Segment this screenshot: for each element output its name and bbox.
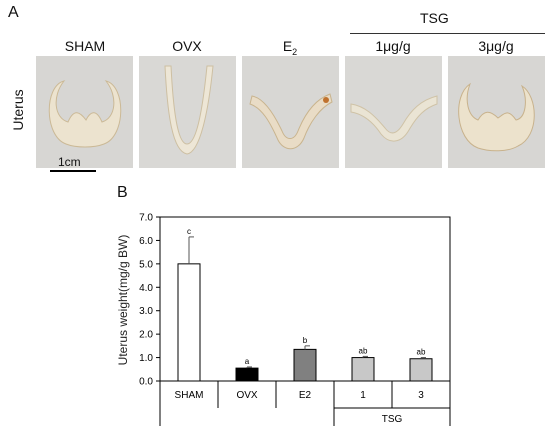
tsg-group-label: TSG [382,414,403,425]
bar-3 [409,358,433,382]
uterus-photo-sham [36,56,133,168]
category-label: SHAM [175,390,204,401]
bar-sham [177,263,201,382]
significance-letter: a [245,357,250,366]
column-label-3ug: 3μg/g [478,38,514,54]
bar-ovx [235,367,259,382]
column-label-e2-subscript: 2 [292,46,298,57]
y-tick-label: 1.0 [139,353,153,364]
y-axis-ticks: 0.0 1.0 2.0 3.0 4.0 5.0 6.0 7.0 [139,213,160,388]
column-label-1ug: 1μg/g [375,38,411,54]
y-tick-label: 6.0 [139,236,153,247]
category-table: SHAM OVX E2 1 3 TSG [159,381,451,426]
uterus-photo-ovx [139,56,236,168]
scale-bar [50,170,96,172]
y-tick-label: 0.0 [139,377,153,388]
significance-letter: c [187,227,191,236]
category-label: 3 [418,390,424,401]
y-tick-label: 3.0 [139,306,153,317]
category-label: OVX [236,390,257,401]
y-tick-label: 4.0 [139,283,153,294]
category-label: E2 [299,390,312,401]
y-axis-label: Uterus weight(mg/g BW) [116,235,130,366]
column-label-e2: E2 [240,38,340,57]
significance-letter: ab [359,346,368,355]
panel-a-letter: A [8,4,19,21]
tsg-group-header: TSG [420,10,449,26]
tsg-group-line [350,33,545,34]
y-tick-label: 5.0 [139,259,153,270]
y-tick-label: 2.0 [139,330,153,341]
y-tick-label: 7.0 [139,213,153,224]
category-label: 1 [360,390,366,401]
bar-e2 [293,348,317,382]
category-labels: SHAM OVX E2 1 3 [175,390,425,401]
scale-bar-label: 1cm [58,155,81,169]
uterus-photo-e2 [242,56,339,168]
significance-letter: b [303,336,308,345]
uterus-photo-3ug [448,56,545,168]
column-label-ovx: OVX [172,38,202,54]
bar-1 [351,357,375,382]
column-label-sham: SHAM [64,38,106,54]
column-label-e2-base: E [282,38,293,54]
significance-letter: ab [417,348,426,357]
panel-b-letter: B [117,184,128,201]
uterus-photo-1ug [345,56,442,168]
